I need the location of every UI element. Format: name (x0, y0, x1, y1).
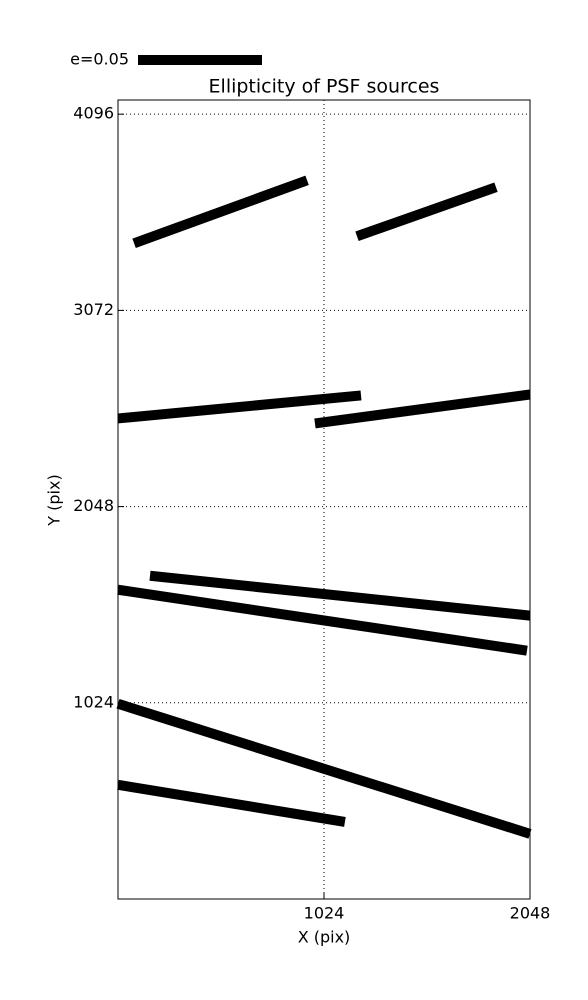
x-tick-label: 2048 (510, 904, 551, 923)
ellipticity-stick (355, 182, 498, 241)
ellipticity-stick (314, 389, 531, 429)
chart-title: Ellipticity of PSF sources (209, 76, 440, 98)
y-axis-label: Y (pix) (45, 474, 64, 526)
y-tick-label: 1024 (73, 692, 114, 711)
ellipticity-stick (132, 175, 309, 249)
y-tick-label: 3072 (73, 300, 114, 319)
ellipticity-stick (116, 698, 532, 839)
plot-frame (117, 99, 531, 900)
y-tick-label: 2048 (73, 496, 114, 515)
key-label: e=0.05 (70, 50, 129, 69)
y-tick-label: 4096 (73, 104, 114, 123)
x-axis-label: X (pix) (298, 928, 351, 947)
x-tick-label: 1024 (304, 904, 345, 923)
ellipticity-stick (149, 570, 531, 621)
ellipticity-stick (117, 390, 362, 424)
ellipticity-stick (117, 779, 346, 827)
key-bar (138, 55, 262, 65)
ellipticity-stick (117, 584, 528, 656)
